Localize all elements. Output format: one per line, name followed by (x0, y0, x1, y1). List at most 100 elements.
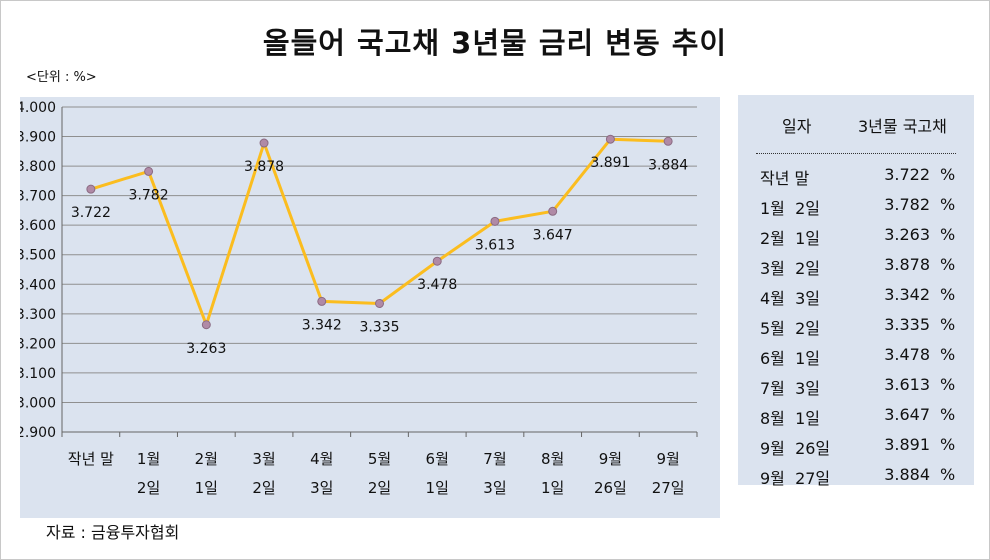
row-date: 7월 3일 (760, 379, 820, 398)
row-value: 3.891 (884, 435, 930, 454)
table-row: 2월 1일 3.263% (738, 225, 974, 249)
data-point (375, 298, 384, 308)
row-unit: % (940, 405, 956, 424)
x-tick-label: 1일 (195, 479, 218, 497)
data-point (548, 206, 558, 216)
data-point (201, 320, 211, 330)
plot-area: 2.900 3.000 3.100 3.200 3.300 3.400 3.500 3.600… (20, 97, 720, 518)
data-label: 3.342 (302, 317, 342, 333)
x-tick-label: 1일 (541, 479, 564, 497)
table-row: 6월 1일 3.478% (738, 345, 974, 369)
row-value: 3.884 (884, 465, 930, 484)
x-tick-label: 8월 (541, 450, 564, 468)
row-date: 1월 2일 (760, 199, 820, 218)
y-tick-label: 2.900 (20, 425, 56, 441)
y-tick-label: 3.800 (20, 159, 56, 175)
data-point (317, 296, 327, 306)
row-date: 2월 1일 (760, 229, 820, 248)
x-tick-label: 9월 (599, 450, 622, 468)
row-date: 9월 27일 (760, 469, 831, 488)
row-date: 작년 말 (760, 169, 810, 188)
series-line (90, 137, 669, 327)
table-row: 4월 3일 3.342% (738, 285, 974, 309)
y-tick-label: 3.700 (20, 189, 56, 205)
data-point (490, 216, 500, 226)
table-divider (756, 153, 956, 154)
table-row: 9월 26일 3.891% (738, 435, 974, 459)
data-point (144, 166, 154, 176)
y-tick-label: 3.900 (20, 130, 56, 146)
x-tick-label: 1일 (426, 479, 449, 497)
data-label: 3.878 (244, 159, 284, 175)
rate-table: 일자 3년물 국고채 작년 말 3.722% 1월 2일 3.782% 2월 1일 3.2… (738, 95, 974, 488)
row-date: 8월 1일 (760, 409, 820, 428)
x-tick-label: 2일 (137, 479, 160, 497)
data-label: 3.263 (186, 341, 226, 357)
row-unit: % (940, 375, 956, 394)
data-label: 3.647 (533, 227, 573, 243)
x-tick-label: 3월 (252, 450, 275, 468)
x-tick-label: 2일 (368, 479, 391, 497)
data-label: 3.613 (475, 237, 515, 253)
unit-label: <단위 : %> (26, 70, 97, 85)
row-date: 4월 3일 (760, 289, 820, 308)
data-label: 3.782 (129, 187, 169, 203)
row-unit: % (940, 285, 956, 304)
row-value: 3.335 (884, 315, 930, 334)
x-tick-label: 5월 (368, 450, 391, 468)
row-value: 3.878 (884, 255, 930, 274)
data-label: 3.891 (590, 155, 630, 171)
row-value: 3.782 (884, 195, 930, 214)
row-unit: % (940, 225, 956, 244)
x-tick-label: 27일 (652, 479, 685, 497)
table-row: 작년 말 3.722% (738, 165, 974, 189)
row-value: 3.263 (884, 225, 930, 244)
x-tick-label: 2월 (195, 450, 218, 468)
row-value: 3.722 (884, 165, 930, 184)
y-tick-label: 3.100 (20, 366, 56, 382)
row-date: 9월 26일 (760, 439, 831, 458)
row-unit: % (940, 165, 956, 184)
row-unit: % (940, 195, 956, 214)
row-unit: % (940, 465, 956, 484)
x-tick-label: 9월 (656, 450, 679, 468)
row-value: 3.478 (884, 345, 930, 364)
x-tick-label: 2일 (252, 479, 275, 497)
row-unit: % (940, 255, 956, 274)
table-row: 1월 2일 3.782% (738, 195, 974, 219)
row-date: 6월 1일 (760, 349, 820, 368)
line-chart: 2.900 3.000 3.100 3.200 3.300 3.400 3.500 3.600… (20, 100, 698, 497)
row-value: 3.613 (884, 375, 930, 394)
data-label: 3.478 (417, 277, 457, 293)
data-label: 3.884 (648, 157, 688, 173)
data-point (259, 138, 269, 148)
row-unit: % (940, 345, 956, 364)
data-point (432, 256, 442, 266)
row-unit: % (940, 315, 956, 334)
data-point (663, 136, 673, 146)
source-note: 자료 : 금융투자협회 (46, 523, 180, 542)
y-tick-label: 3.000 (20, 395, 56, 411)
table-row: 3월 2일 3.878% (738, 255, 974, 279)
header-date: 일자 (782, 117, 812, 136)
x-tick-label: 1월 (137, 450, 160, 468)
table-row: 7월 3일 3.613% (738, 375, 974, 399)
data-label: 3.722 (71, 205, 111, 221)
x-tick-label: 작년 말 (68, 450, 114, 468)
chart-title: 올들어 국고채 3년물 금리 변동 추이 (262, 26, 728, 60)
row-unit: % (940, 435, 956, 454)
data-label: 3.335 (359, 319, 399, 335)
data-point (86, 184, 96, 194)
x-tick-label: 3일 (483, 479, 506, 497)
x-tick-label: 3일 (310, 479, 333, 497)
x-tick-label: 26일 (594, 479, 627, 497)
y-tick-label: 3.300 (20, 307, 56, 323)
y-tick-label: 3.600 (20, 218, 56, 234)
header-rate: 3년물 국고채 (858, 117, 947, 136)
y-tick-label: 4.000 (20, 100, 56, 116)
table-row: 8월 1일 3.647% (738, 405, 974, 429)
x-tick-label: 7월 (483, 450, 506, 468)
x-tick-label: 6월 (426, 450, 449, 468)
row-value: 3.647 (884, 405, 930, 424)
y-tick-label: 3.400 (20, 277, 56, 293)
